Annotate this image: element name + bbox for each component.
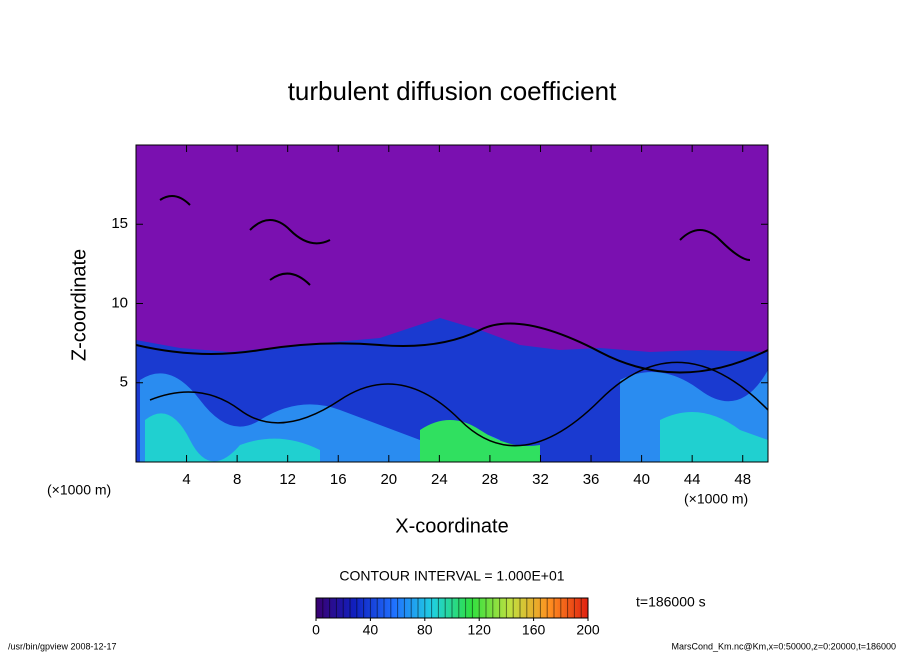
x-tick-label: 8: [233, 471, 241, 488]
x-tick-label: 20: [380, 471, 397, 488]
x-tick-label: 16: [330, 471, 347, 488]
x-tick-label: 24: [431, 471, 448, 488]
footer-right: MarsCond_Km.nc@Km,x=0:50000,z=0:20000,t=…: [671, 641, 896, 651]
x-unit-label: (×1000 m): [47, 482, 111, 498]
x-tick-label: 12: [279, 471, 296, 488]
field-patch: [420, 420, 540, 462]
y-axis-label: Z-coordinate: [68, 249, 90, 361]
field-patch: [140, 373, 500, 462]
contour-line: [149, 361, 768, 447]
x-tick-label: 44: [684, 471, 701, 488]
x-tick-label: 36: [583, 471, 600, 488]
y-tick-label: 5: [120, 374, 128, 391]
contour-field: [136, 145, 768, 462]
field-patch: [660, 412, 768, 462]
x-axis-label: X-coordinate: [395, 515, 508, 537]
contour-line: [136, 322, 768, 374]
colorbar-tick-label: 40: [363, 622, 379, 638]
colorbar-tick-label: 160: [522, 622, 546, 638]
x-tick-label: 40: [633, 471, 650, 488]
field-patch: [145, 413, 320, 462]
x-tick-label: 28: [482, 471, 499, 488]
colorbar-tick-label: 0: [312, 622, 320, 638]
time-label: t=186000 s: [636, 594, 706, 610]
x-tick-label: 32: [532, 471, 549, 488]
footer-left: /usr/bin/gpview 2008-12-17: [8, 641, 117, 651]
x-tick-label: 4: [182, 471, 190, 488]
colorbar-tick-label: 80: [417, 622, 433, 638]
y-tick-label: 15: [111, 215, 128, 232]
x-tick-label: 48: [734, 471, 751, 488]
contour-line: [159, 195, 751, 286]
colorbar-tick-label: 120: [468, 622, 492, 638]
y-tick-label: 10: [111, 294, 128, 311]
colorbar-tick-label: 200: [576, 622, 600, 638]
x-unit-label: (×1000 m): [684, 491, 748, 507]
chart-title: turbulent diffusion coefficient: [288, 76, 617, 106]
contour-interval: CONTOUR INTERVAL = 1.000E+01: [339, 568, 564, 584]
